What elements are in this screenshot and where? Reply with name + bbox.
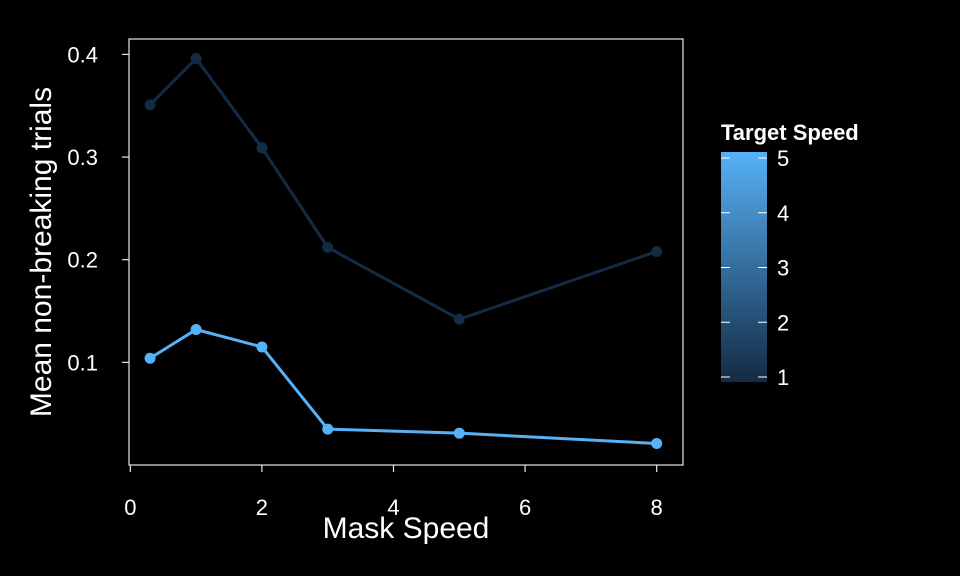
data-point — [190, 324, 202, 336]
data-point — [256, 142, 268, 154]
data-point — [651, 245, 663, 257]
y-tick-label: 0.2 — [67, 248, 98, 273]
legend: Target Speed 1 2 3 4 5 — [721, 120, 859, 390]
x-tick-label: 8 — [651, 495, 663, 520]
colorbar-tick-label: 3 — [777, 256, 789, 281]
x-tick-label: 4 — [387, 495, 399, 520]
data-point — [190, 53, 202, 65]
x-tick-label: 2 — [256, 495, 268, 520]
colorbar-tick-label: 1 — [777, 365, 789, 390]
data-point — [453, 427, 465, 439]
plot-panel — [128, 38, 684, 466]
colorbar-tick-label: 2 — [777, 310, 789, 335]
data-point — [144, 99, 156, 111]
series-line — [149, 328, 657, 445]
data-point — [651, 437, 663, 449]
x-axis: 0 2 4 6 8 — [124, 465, 663, 520]
y-tick-label: 0.4 — [67, 42, 98, 67]
colorbar-tick-label: 4 — [777, 201, 789, 226]
x-axis-title: Mask Speed — [323, 512, 490, 545]
x-tick-label: 0 — [124, 495, 136, 520]
series-layer — [144, 53, 663, 449]
x-tick-label: 6 — [519, 495, 531, 520]
data-point — [322, 423, 334, 435]
y-tick-label: 0.3 — [67, 145, 98, 170]
data-point — [322, 241, 334, 253]
data-point — [256, 341, 268, 353]
series-target-speed-5 — [144, 324, 663, 449]
y-axis-title: Mean non-breaking trials — [25, 87, 58, 417]
series-line — [148, 57, 658, 321]
data-point — [453, 313, 465, 325]
series-target-speed-1 — [144, 53, 663, 325]
y-axis: 0.1 0.2 0.3 0.4 — [67, 42, 129, 375]
y-tick-label: 0.1 — [67, 350, 98, 375]
colorbar-tick-label: 5 — [777, 146, 789, 171]
legend-title: Target Speed — [721, 120, 859, 145]
data-point — [144, 352, 156, 364]
colorbar-ticks: 1 2 3 4 5 — [721, 146, 789, 390]
